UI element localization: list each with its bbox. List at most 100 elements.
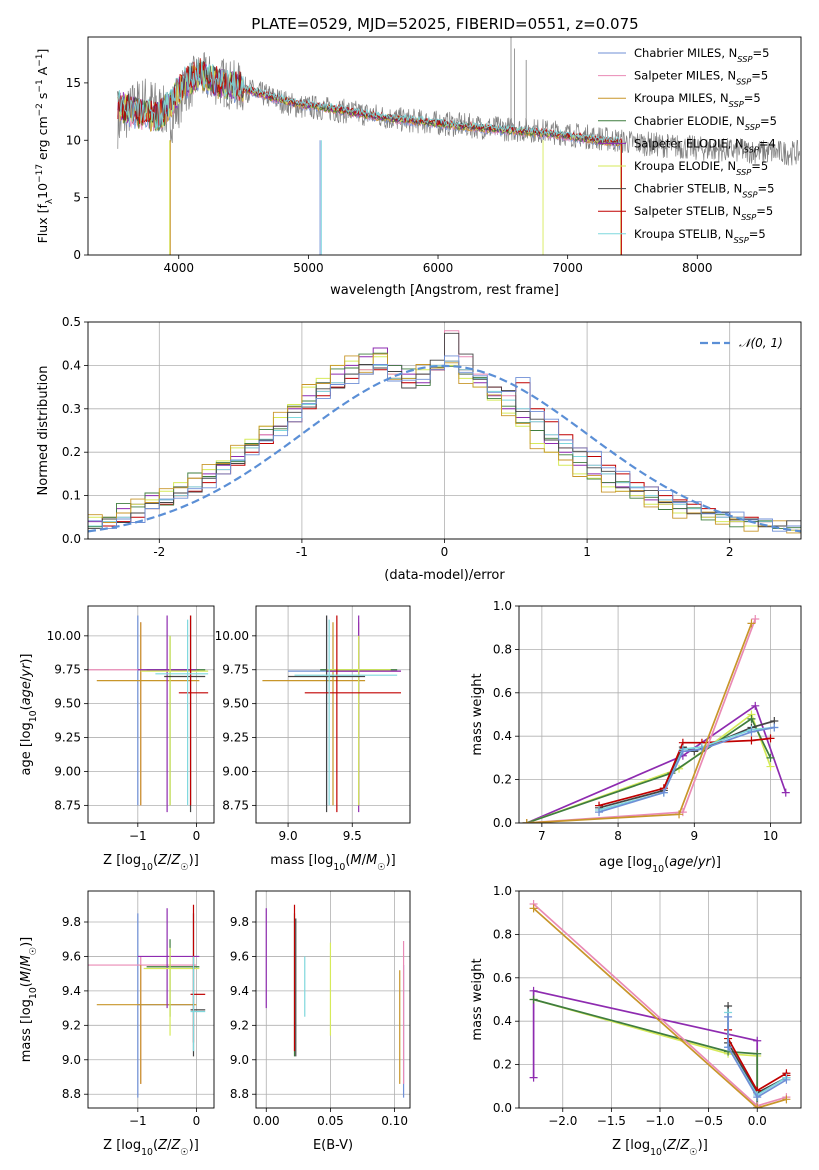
panel-age-vs-mass: 9.0 9.5 8.75 9.00 9.25 9.50 9.75 10.00 mass [log… (215, 605, 411, 873)
legend-entry-label-part: =5 (756, 204, 773, 218)
legend-entry-label-part: Salpeter ELODIE, N (634, 136, 744, 150)
legend-entry-label-part: =5 (757, 182, 774, 196)
y-axis-label-part: M (19, 971, 34, 982)
y-axis-label-part: −17 (35, 164, 45, 183)
y-tick-label: 9.2 (230, 1018, 249, 1032)
plot-area (522, 615, 790, 823)
mass-weight-marker (659, 788, 668, 797)
x-axis-label: Z [log10(Z/Z☉)] (612, 1138, 708, 1158)
y-tick-label: 9.00 (222, 764, 249, 778)
legend-entry-label: Salpeter ELODIE, NSSP=4 (634, 136, 776, 154)
y-tick-label: 0.8 (493, 927, 512, 941)
y-tick-label: 9.75 (222, 663, 249, 677)
legend-entry-label: 𝒩(0, 1) (739, 336, 783, 350)
y-tick-label: 9.8 (230, 915, 249, 929)
y-axis-label-part: mass [log (19, 999, 34, 1062)
legend-entry-label: Kroupa MILES, NSSP=5 (634, 91, 761, 109)
mass-weight-marker (595, 808, 604, 817)
x-axis-label-part: mass [log (270, 853, 333, 868)
y-axis-label-part: age (19, 681, 34, 705)
legend-entry-label: Chabrier STELIB, NSSP=5 (634, 182, 774, 200)
plot-area (265, 904, 405, 1098)
mass-weight-marker (747, 736, 756, 745)
y-tick-label: 0.0 (493, 1101, 512, 1115)
legend-entry-label-part: SSP (737, 54, 752, 64)
legend-entry-label-part: SSP (741, 212, 756, 222)
y-tick-label: 9.8 (62, 915, 81, 929)
x-axis-label-part: ☉ (377, 862, 385, 873)
x-axis-label-part: / (167, 1138, 172, 1153)
y-tick-label: 0.4 (493, 729, 512, 743)
x-axis-label-part: ( (153, 1138, 158, 1153)
spectrum-model-line (117, 59, 623, 144)
x-axis-label-part: Z (157, 1138, 168, 1153)
y-axis-label-part: ( (19, 705, 34, 710)
legend-entry-label: Salpeter STELIB, NSSP=5 (634, 204, 773, 222)
y-axis-label-part: M (19, 955, 34, 966)
y-axis-label: mass weight (470, 673, 485, 755)
x-axis-label-part: Z [log (612, 1138, 650, 1153)
y-tick-label: 0.6 (493, 686, 512, 700)
x-tick-label: −1.5 (597, 1114, 626, 1128)
mass-weight-series-line (533, 998, 759, 1108)
legend-entry-label-part: SSP (742, 190, 757, 200)
legend-entry-label-part: Kroupa STELIB, N (634, 227, 734, 241)
legend-entry-label-part: SSP (744, 144, 759, 154)
x-axis-label-part: )] (189, 1138, 199, 1153)
plot-area (88, 904, 206, 1098)
y-axis-label-part: / (19, 966, 34, 971)
x-axis-label-part: Z (157, 853, 168, 868)
y-axis-label-part: )] (19, 653, 34, 663)
y-axis-label-part: λ (45, 198, 55, 204)
x-axis-label-part: ☉ (180, 1147, 188, 1158)
x-tick-label: −1 (129, 1114, 147, 1128)
legend-entry-label-part: Kroupa MILES, N (634, 91, 729, 105)
y-tick-label: 9.75 (54, 663, 81, 677)
mass-weight-marker (770, 723, 779, 732)
y-tick-label: 8.75 (222, 798, 249, 812)
x-tick-label: 0.05 (317, 1114, 344, 1128)
x-axis-label-part: Z (679, 1138, 690, 1153)
plot-area (529, 900, 791, 1108)
x-axis-label-part: )] (711, 855, 721, 870)
axes-frame (87, 36, 802, 256)
y-axis-label-part: Flux [f (35, 204, 50, 244)
panel-mass-vs-extinction: 0.00 0.05 0.10 8.8 9.0 9.2 9.4 9.6 9.8 E(B-V) (230, 890, 411, 1153)
mass-weight-marker (522, 819, 531, 823)
y-axis-label-part: 10 (35, 183, 50, 199)
x-tick-label: 10 (763, 829, 778, 843)
x-axis-label-part: 10 (650, 1147, 662, 1158)
axes-frame (518, 890, 802, 1109)
x-tick-label: 8 (614, 829, 622, 843)
mass-weight-marker (724, 1043, 733, 1052)
x-tick-label: −0.5 (694, 1114, 723, 1128)
x-axis-label-part: )] (386, 853, 396, 868)
y-tick-label: 9.6 (62, 949, 81, 963)
y-axis-label-part: −1 (35, 79, 45, 92)
mass-weight-marker (766, 734, 775, 743)
x-tick-label: -1 (296, 545, 308, 559)
x-axis-label: wavelength [Angstrom, rest frame] (330, 283, 559, 298)
y-tick-label: 10.00 (215, 629, 249, 643)
x-axis-label-part: ☉ (180, 862, 188, 873)
y-axis-label-part: / (19, 676, 34, 681)
legend-entry-label: Kroupa ELODIE, NSSP=5 (634, 159, 768, 177)
mass-weight-series-line (533, 907, 787, 1108)
legend-entry-label-part: SSP (736, 167, 751, 177)
x-axis-label-part: ( (664, 855, 669, 870)
x-axis-label-part: ( (662, 1138, 667, 1153)
axes-frame (518, 605, 802, 824)
mass-weight-marker (751, 615, 760, 624)
x-tick-label: 5000 (293, 261, 324, 275)
x-tick-label: 0 (441, 545, 449, 559)
y-tick-label: 9.50 (54, 697, 81, 711)
y-tick-label: 15 (66, 76, 81, 90)
x-axis-label-part: ☉ (689, 1147, 697, 1158)
x-axis-label-part: / (693, 855, 698, 870)
y-tick-label: 9.2 (62, 1018, 81, 1032)
y-axis-label-part: −2 (35, 103, 45, 116)
mass-weight-marker (751, 701, 760, 710)
